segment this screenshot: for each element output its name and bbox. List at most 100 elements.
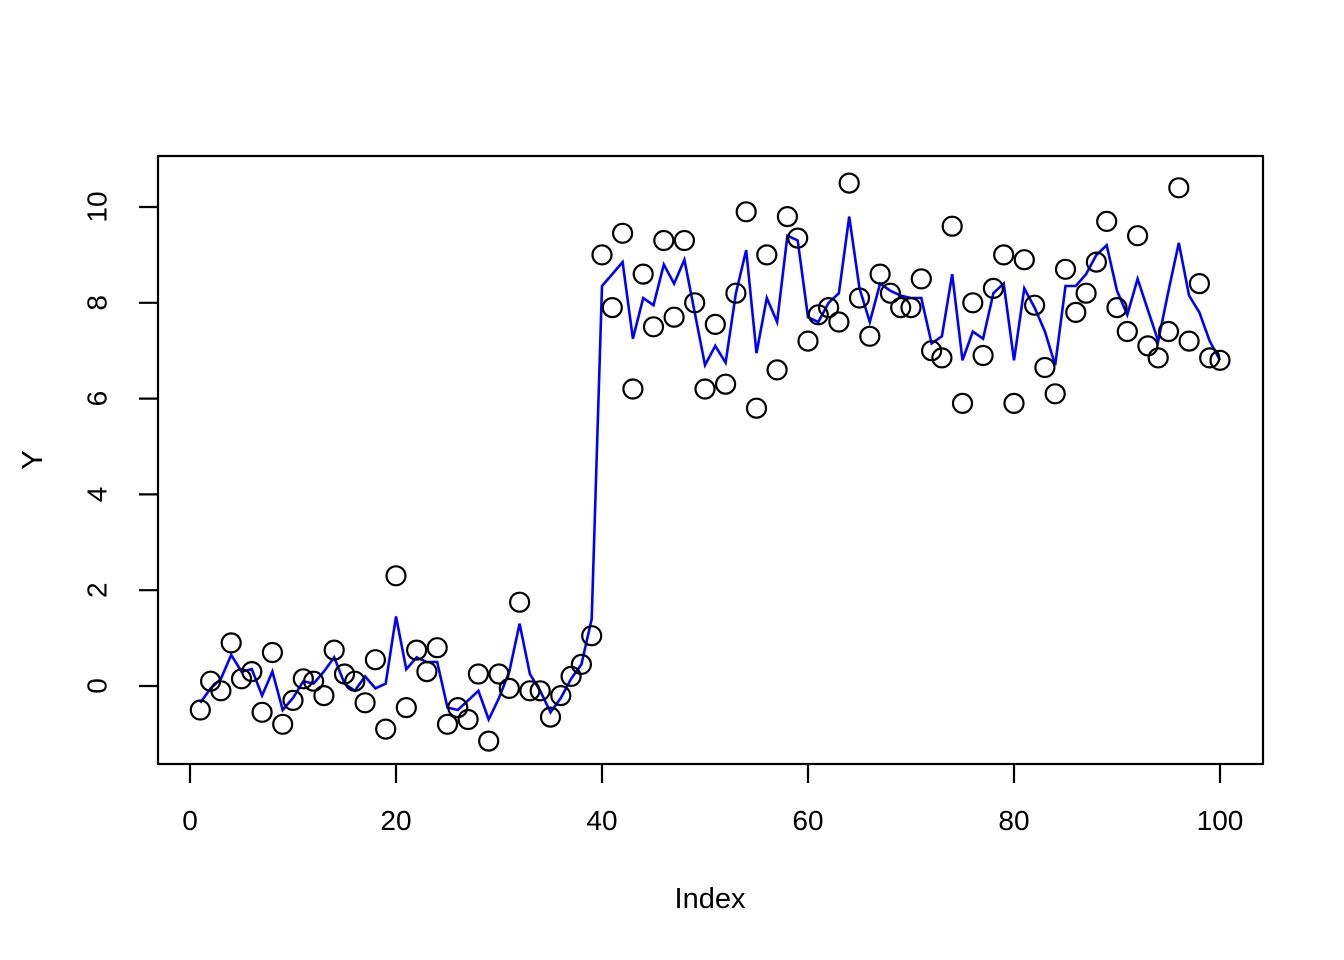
x-tick-label-80: 80 — [998, 805, 1029, 836]
data-point — [272, 713, 294, 735]
data-point — [1003, 392, 1025, 414]
data-point — [570, 653, 593, 676]
data-point — [1013, 249, 1035, 271]
data-point — [591, 244, 613, 266]
fitted-line — [199, 216, 1222, 723]
data-point — [910, 268, 932, 290]
data-point — [601, 297, 623, 319]
y-tick-label-0: 0 — [82, 678, 113, 694]
data-point — [529, 680, 551, 702]
data-point — [426, 637, 448, 659]
data-point — [560, 665, 582, 688]
data-point — [745, 397, 768, 419]
data-point — [714, 373, 737, 395]
data-point — [1034, 356, 1056, 379]
data-point — [673, 229, 696, 252]
data-point — [653, 229, 675, 252]
data-point — [416, 660, 438, 683]
data-point — [436, 713, 459, 735]
data-point — [828, 311, 850, 333]
data-point — [508, 591, 531, 613]
x-tick-label-100: 100 — [1197, 805, 1244, 836]
data-point — [1085, 251, 1108, 273]
data-point — [1178, 330, 1200, 352]
data-point — [539, 706, 562, 728]
data-point — [972, 344, 994, 367]
data-point — [354, 692, 376, 714]
data-point — [962, 292, 984, 314]
plot-frame — [156, 154, 1265, 766]
data-point — [848, 287, 871, 309]
data-point — [1137, 335, 1159, 357]
data-point — [478, 730, 500, 752]
data-point — [581, 625, 603, 647]
data-point — [725, 282, 747, 304]
data-point — [1188, 273, 1211, 295]
data-point — [220, 632, 242, 654]
fitted-line-group — [199, 216, 1222, 723]
data-point — [879, 282, 902, 304]
data-point — [1168, 177, 1190, 199]
data-point — [663, 306, 685, 328]
data-point — [375, 718, 397, 740]
data-point — [1199, 347, 1221, 369]
y-tick-label-4: 4 — [82, 487, 113, 503]
data-point — [498, 677, 520, 700]
data-point — [303, 670, 325, 692]
data-point — [1044, 383, 1066, 405]
data-point — [797, 330, 819, 352]
data-point — [756, 244, 778, 266]
data-point — [1023, 294, 1046, 316]
x-tick-label-60: 60 — [792, 805, 823, 836]
data-point — [684, 292, 706, 314]
data-point — [1209, 349, 1231, 371]
data-point — [890, 297, 912, 319]
x-tick-label-40: 40 — [586, 805, 617, 836]
data-point — [838, 172, 860, 194]
data-point — [642, 316, 665, 338]
data-point — [323, 639, 345, 661]
plot-frame-group — [156, 154, 1265, 766]
data-point — [766, 359, 788, 381]
data-point — [344, 670, 366, 692]
data-point — [1096, 210, 1118, 232]
data-point — [364, 649, 386, 671]
axis-ticks-group: 0 20 40 60 80 100 0 2 4 6 8 10 — [82, 191, 1244, 836]
data-point — [241, 660, 263, 683]
scatter-points-group — [189, 172, 1231, 752]
data-point — [632, 263, 654, 285]
data-point — [611, 222, 634, 244]
data-point — [282, 689, 304, 712]
data-point — [251, 701, 273, 723]
data-point — [313, 684, 335, 707]
data-point — [859, 325, 881, 347]
data-point — [1075, 282, 1097, 304]
y-tick-label-10: 10 — [82, 191, 113, 222]
data-point — [993, 244, 1015, 266]
data-point — [457, 708, 479, 731]
data-point — [704, 313, 726, 335]
data-point — [735, 201, 757, 223]
y-tick-label-8: 8 — [82, 295, 113, 311]
x-tick-label-20: 20 — [380, 805, 411, 836]
data-point — [467, 663, 489, 685]
data-point — [1116, 320, 1138, 343]
data-point — [488, 663, 510, 685]
data-point — [776, 206, 799, 228]
data-point — [941, 215, 963, 237]
data-point — [189, 699, 211, 721]
y-tick-label-2: 2 — [82, 582, 113, 598]
y-axis-title: Y — [17, 450, 49, 469]
x-tick-label-0: 0 — [182, 805, 198, 836]
data-point — [694, 378, 716, 400]
data-point — [292, 668, 314, 690]
data-point — [982, 277, 1005, 299]
data-point — [550, 684, 572, 707]
data-point — [787, 227, 809, 249]
y-tick-label-6: 6 — [82, 391, 113, 407]
data-point — [1126, 225, 1149, 247]
data-point — [406, 639, 428, 661]
data-point — [519, 680, 541, 702]
